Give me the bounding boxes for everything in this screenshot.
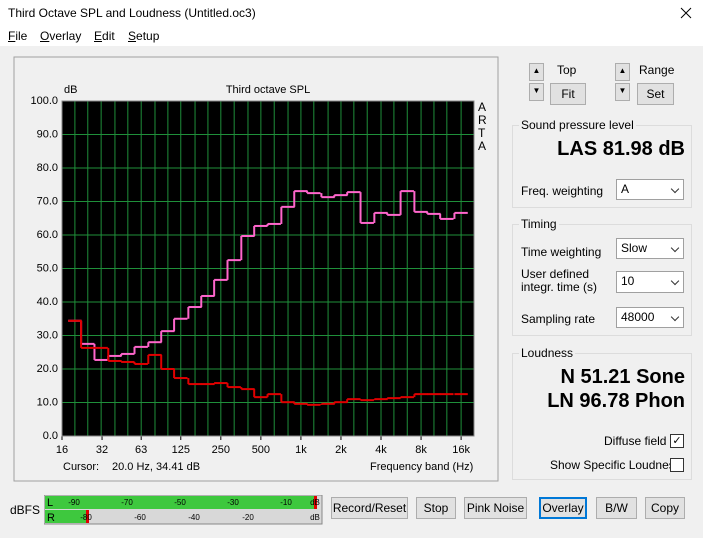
menu-item[interactable]: Edit (94, 29, 115, 43)
y-axis-label: dB (64, 84, 77, 96)
show-specific-checkbox[interactable] (670, 458, 684, 472)
close-button[interactable] (680, 7, 692, 19)
plot-border (61, 100, 475, 437)
group-title: Sound pressure level (519, 118, 636, 132)
meter-scale-label: -20 (242, 513, 254, 522)
meter-scale-label: dB (310, 498, 320, 507)
spin-up[interactable]: ▲ (529, 63, 544, 81)
phon-reading: LN 96.78 Phon (547, 390, 685, 412)
sone-reading: N 51.21 Sone (560, 366, 685, 388)
spl-reading: LAS 81.98 dB (557, 138, 685, 160)
field-label: Freq. weighting (521, 184, 604, 198)
meter-scale-label: -80 (80, 513, 92, 522)
meter-scale-label: -30 (227, 498, 239, 507)
x-tick-label: 250 (212, 444, 230, 456)
checkbox-label: Show Specific Loudness (550, 458, 681, 472)
menu-bar: File Overlay Edit Setup (0, 26, 703, 46)
timing-group: Timing Time weighting Slow User defined … (512, 217, 692, 336)
chart-title: Third octave SPL (226, 84, 310, 96)
x-tick-label: 8k (415, 444, 427, 456)
cursor-value: 20.0 Hz, 34.41 dB (112, 461, 200, 473)
meter-peak (314, 496, 317, 509)
action-button[interactable]: Copy (645, 497, 685, 519)
meter-scale-label: -60 (134, 513, 146, 522)
x-tick-label: 125 (172, 444, 190, 456)
checkbox-label: Diffuse field (604, 434, 667, 448)
meter-scale-label: -10 (280, 498, 292, 507)
level-meter: L -90 -70 -50 -30 -10 dB R -80 -60 -40 -20 dB (44, 495, 323, 525)
spin-down[interactable]: ▼ (529, 83, 544, 101)
loudness-group: Loudness N 51.21 Sone LN 96.78 Phon Diff… (512, 346, 692, 480)
meter-bar-left (45, 496, 314, 509)
chart: dB Third octave SPL Cursor: 20.0 Hz, 34.… (13, 56, 499, 482)
y-tick-label: 40.0 (37, 296, 58, 308)
y-tick-label: 50.0 (37, 262, 58, 274)
top-label: Top (557, 63, 577, 77)
y-tick-label: 30.0 (37, 329, 58, 341)
menu-item[interactable]: File (8, 29, 28, 43)
y-tick-label: 100.0 (30, 95, 58, 107)
action-button[interactable]: Overlay (539, 497, 587, 519)
menu-item[interactable]: Setup (128, 29, 160, 43)
meter-scale-label: dB (310, 513, 320, 522)
field-label: User defined integr. time (s) (521, 267, 598, 294)
spin-down[interactable]: ▼ (615, 83, 630, 101)
meter-channel: R (47, 512, 55, 524)
x-tick-label: 16k (452, 444, 470, 456)
x-tick-label: 32 (96, 444, 108, 456)
action-button[interactable]: B/W (596, 497, 637, 519)
window-title: Third Octave SPL and Loudness (Untitled.… (8, 6, 256, 20)
watermark: ARTA (478, 100, 487, 153)
diffuse-field-checkbox[interactable]: ✓ (670, 434, 684, 448)
y-tick-label: 0.0 (43, 430, 58, 442)
x-tick-label: 2k (335, 444, 347, 456)
y-tick-label: 20.0 (37, 363, 58, 375)
y-tick-label: 90.0 (37, 128, 58, 140)
sampling-rate-select[interactable]: 48000 (616, 307, 684, 328)
freq-weighting-select[interactable]: A (616, 179, 684, 200)
action-button[interactable]: Stop (416, 497, 456, 519)
set-button[interactable]: Set (637, 83, 674, 105)
meter-channel: L (47, 497, 53, 509)
action-button[interactable]: Record/Reset (331, 497, 408, 519)
y-tick-label: 80.0 (37, 162, 58, 174)
group-title: Timing (519, 217, 559, 231)
meter-label: dBFS (10, 503, 41, 517)
meter-scale-label: -90 (68, 498, 80, 507)
x-tick-label: 16 (56, 444, 68, 456)
range-label: Range (639, 63, 675, 77)
time-weighting-select[interactable]: Slow (616, 238, 684, 259)
meter-scale-label: -70 (121, 498, 133, 507)
meter-scale-label: -50 (174, 498, 186, 507)
x-tick-label: 500 (252, 444, 270, 456)
y-tick-label: 60.0 (37, 229, 58, 241)
fit-button[interactable]: Fit (550, 83, 586, 105)
x-axis-label: Frequency band (Hz) (370, 461, 473, 473)
cursor-label: Cursor: (63, 461, 99, 473)
integr-time-input[interactable]: 10 (616, 271, 684, 293)
meter-scale-label: -40 (188, 513, 200, 522)
spin-up[interactable]: ▲ (615, 63, 630, 81)
y-tick-label: 10.0 (37, 396, 58, 408)
action-button[interactable]: Pink Noise (464, 497, 527, 519)
spl-group: Sound pressure level LAS 81.98 dB Freq. … (512, 118, 692, 208)
meter-bar-right (45, 510, 86, 523)
y-tick-label: 70.0 (37, 195, 58, 207)
x-tick-label: 1k (295, 444, 307, 456)
title-bar: Third Octave SPL and Loudness (Untitled.… (0, 0, 703, 26)
meter-peak (86, 510, 89, 523)
x-tick-label: 4k (375, 444, 387, 456)
field-label: Time weighting (521, 245, 602, 259)
group-title: Loudness (519, 346, 576, 360)
field-label: Sampling rate (521, 312, 596, 326)
x-tick-label: 63 (135, 444, 147, 456)
menu-item[interactable]: Overlay (40, 29, 82, 43)
